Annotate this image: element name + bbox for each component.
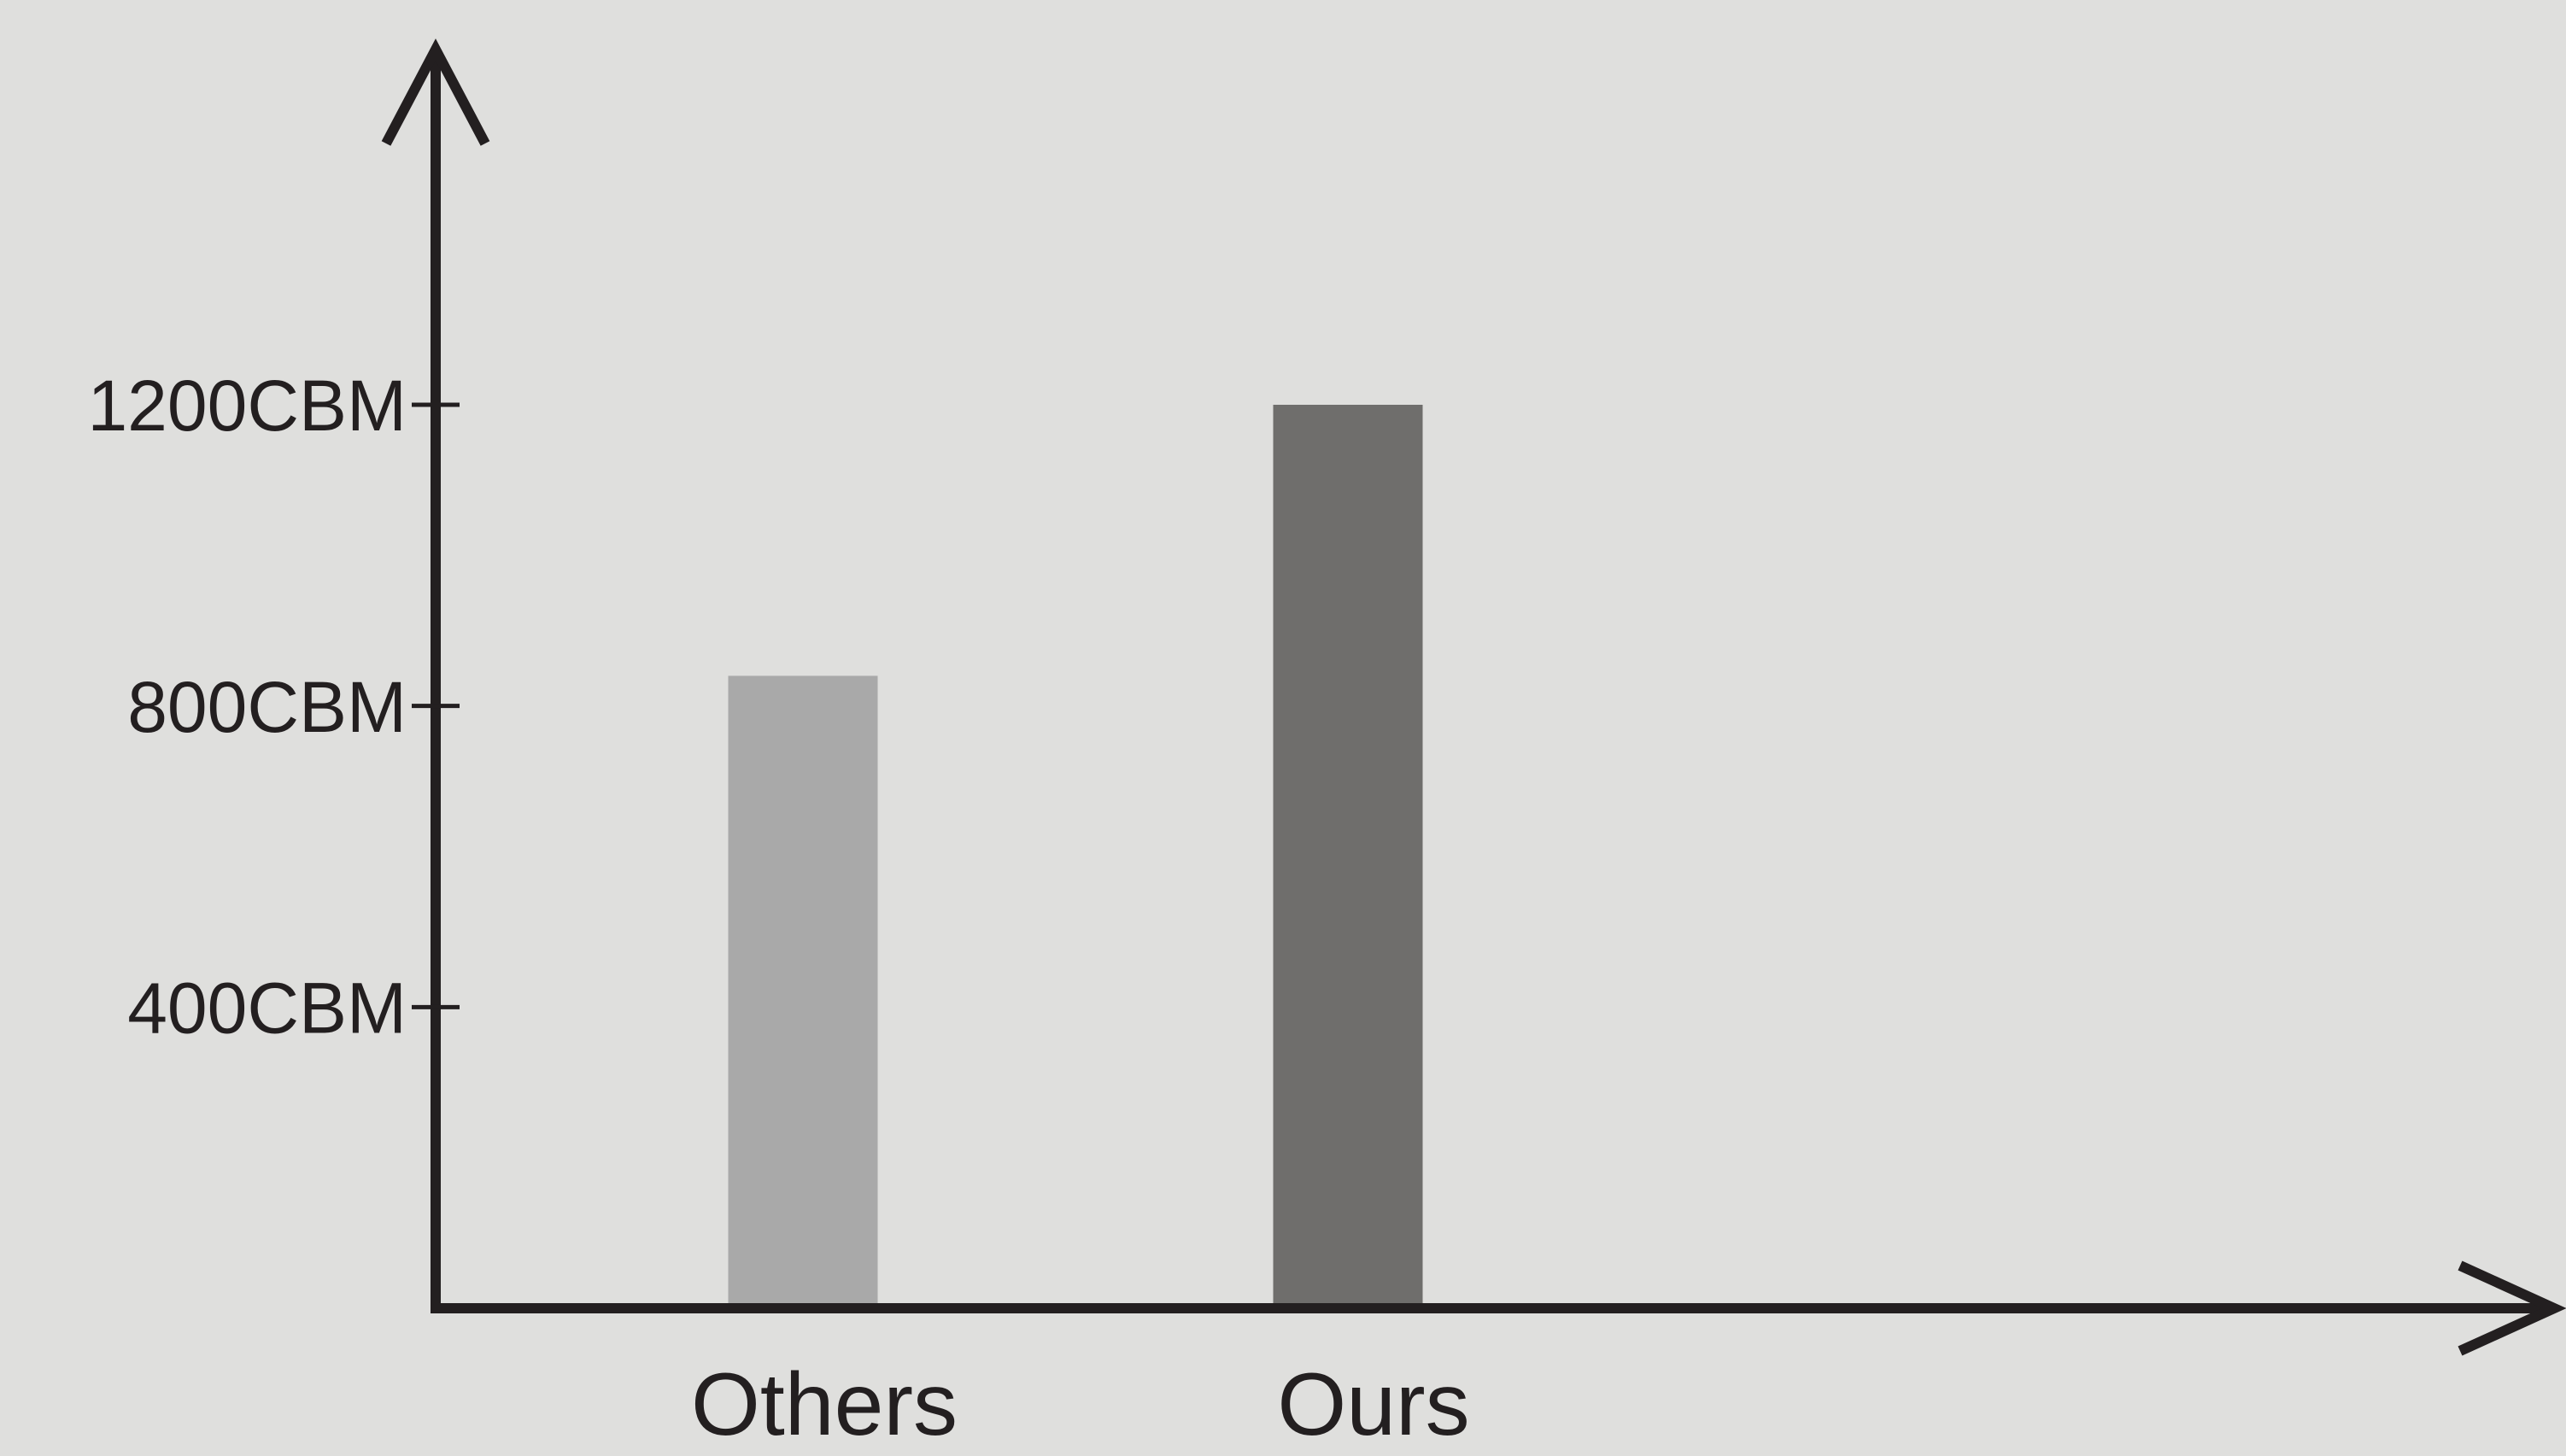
x-tick-label: Others xyxy=(691,1355,958,1452)
bar-others xyxy=(728,675,878,1308)
bars-layer xyxy=(728,405,1423,1308)
x-tick-label: Ours xyxy=(1277,1355,1469,1452)
bar-ours xyxy=(1273,405,1423,1308)
x-labels-layer: Others Ours xyxy=(691,1355,1470,1454)
y-axis-arrowhead xyxy=(381,38,490,146)
y-tick-label: 1200CBM xyxy=(87,365,407,446)
y-tick-label: 800CBM xyxy=(127,667,407,747)
y-ticks-layer: 400CBM 800CBM 1200CBM xyxy=(87,365,460,1049)
x-axis-arrowhead xyxy=(2458,1260,2566,1356)
axes-layer xyxy=(381,38,2566,1356)
y-tick-label: 400CBM xyxy=(127,968,407,1049)
